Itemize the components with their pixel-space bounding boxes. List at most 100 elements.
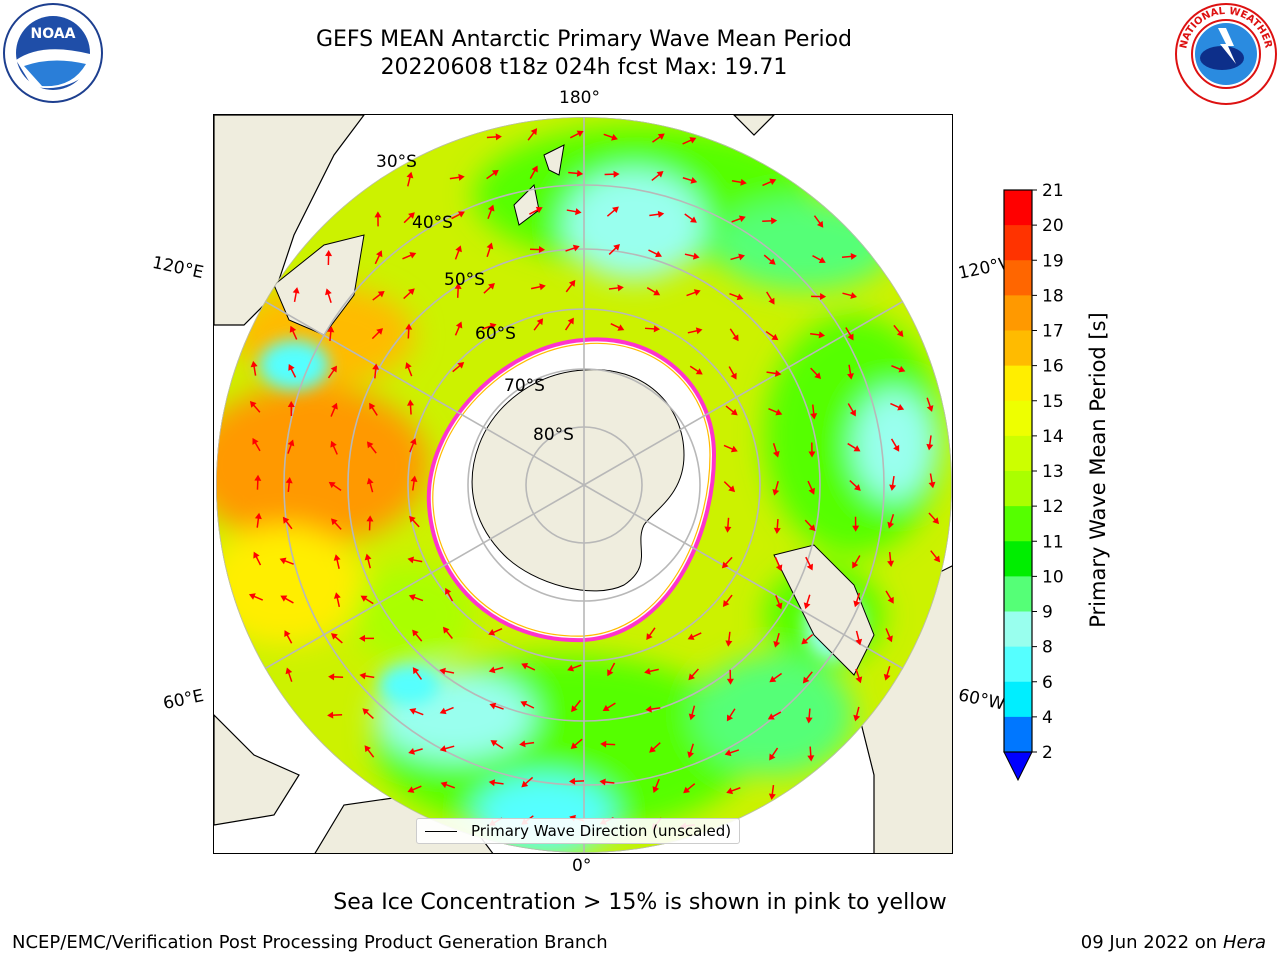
wave-arrow bbox=[439, 745, 455, 752]
wave-arrow bbox=[359, 634, 375, 642]
colorbar-tick-label: 8 bbox=[1042, 638, 1053, 658]
wave-arrow bbox=[327, 365, 338, 379]
wave-arrow bbox=[439, 667, 455, 675]
wave-arrow bbox=[330, 402, 338, 417]
wave-arrow bbox=[646, 627, 656, 641]
wave-arrow bbox=[402, 252, 417, 260]
wave-arrow bbox=[445, 587, 454, 602]
wave-arrow bbox=[250, 360, 258, 376]
colorbar-tick-label: 13 bbox=[1042, 462, 1064, 482]
sea-ice-note: Sea Ice Concentration > 15% is shown in … bbox=[333, 890, 947, 915]
wave-arrow bbox=[519, 740, 535, 748]
wave-arrow bbox=[366, 477, 374, 493]
wave-arrow bbox=[374, 211, 382, 227]
wave-arrow bbox=[883, 666, 891, 681]
wave-arrow bbox=[684, 213, 697, 223]
wave-arrow bbox=[330, 440, 338, 455]
wave-arrow bbox=[724, 749, 740, 757]
wave-arrow bbox=[688, 668, 699, 681]
wave-arrow bbox=[248, 593, 264, 601]
wave-arrow bbox=[768, 407, 783, 416]
wave-arrow bbox=[686, 289, 701, 297]
wave-arrow bbox=[652, 133, 665, 143]
wave-arrow bbox=[687, 632, 702, 640]
wave-arrow bbox=[280, 595, 294, 604]
wave-arrow bbox=[569, 777, 585, 785]
legend-line-swatch bbox=[425, 830, 457, 832]
wave-arrow bbox=[407, 785, 422, 793]
lat-label-80s: 80°S bbox=[533, 425, 574, 445]
colorbar-segment bbox=[1004, 365, 1032, 402]
wave-arrow bbox=[409, 515, 420, 528]
colorbar-segment bbox=[1004, 400, 1032, 437]
wave-arrow bbox=[252, 437, 261, 452]
meridian-label-60e: 60°E bbox=[161, 685, 206, 715]
colorbar-tick-label: 2 bbox=[1042, 743, 1053, 763]
wave-arrow bbox=[489, 702, 504, 710]
wave-arrow bbox=[454, 245, 462, 260]
wave-arrow bbox=[442, 626, 453, 639]
wave-arrow bbox=[328, 673, 344, 681]
wave-arrow bbox=[289, 325, 298, 340]
wave-arrow bbox=[687, 743, 694, 759]
colorbar-under-triangle bbox=[1003, 751, 1033, 782]
nws-logo: NATIONAL WEATHER SERVICE bbox=[1170, 0, 1278, 106]
wave-arrow bbox=[527, 128, 538, 141]
wave-arrow bbox=[887, 514, 895, 529]
wave-arrow bbox=[564, 317, 574, 331]
antarctica-land bbox=[471, 369, 685, 592]
wave-arrow bbox=[774, 557, 783, 572]
wave-arrow bbox=[728, 366, 737, 380]
wave-arrow bbox=[682, 177, 698, 184]
wave-arrow bbox=[808, 442, 816, 458]
wave-arrow bbox=[249, 400, 261, 413]
colorbar-segment bbox=[1004, 330, 1032, 367]
wave-arrow bbox=[649, 742, 661, 753]
wave-arrow bbox=[845, 327, 854, 341]
wave-arrow bbox=[529, 206, 543, 215]
footer-host: Hera bbox=[1222, 932, 1266, 953]
wave-arrow bbox=[366, 515, 374, 531]
wave-arrow bbox=[852, 516, 860, 532]
wave-arrow bbox=[372, 363, 380, 379]
wave-arrow bbox=[926, 397, 934, 412]
wave-arrow bbox=[889, 475, 897, 491]
wave-arrow bbox=[893, 324, 904, 337]
wave-arrow bbox=[885, 590, 894, 604]
wave-arrow bbox=[723, 481, 736, 493]
legend-label: Primary Wave Direction (unscaled) bbox=[471, 822, 732, 840]
wave-arrow bbox=[645, 705, 661, 713]
wave-arrow bbox=[646, 287, 661, 296]
wave-arrow bbox=[763, 254, 776, 265]
wave-arrow bbox=[451, 211, 465, 220]
meridian-label-120e: 120°E bbox=[150, 252, 206, 284]
wave-arrow bbox=[726, 669, 734, 685]
wave-arrow bbox=[610, 323, 625, 331]
wave-arrow bbox=[487, 204, 495, 219]
wave-arrow bbox=[285, 477, 293, 493]
wave-arrow bbox=[371, 328, 383, 340]
wave-arrow bbox=[364, 745, 375, 758]
wave-arrow bbox=[570, 738, 583, 749]
wave-arrow bbox=[812, 255, 826, 264]
wave-arrow bbox=[529, 246, 545, 254]
wave-arrow bbox=[407, 399, 415, 415]
wave-arrow bbox=[811, 293, 827, 301]
wave-arrow bbox=[488, 628, 503, 636]
wave-arrow bbox=[364, 553, 372, 569]
colorbar-segment bbox=[1004, 190, 1032, 226]
wave-arrow bbox=[412, 629, 423, 642]
wave-arrow bbox=[409, 438, 417, 453]
colorbar-tick-label: 21 bbox=[1042, 182, 1064, 201]
wave-arrow bbox=[327, 711, 343, 719]
wave-arrow bbox=[568, 169, 584, 177]
colorbar-tick-label: 19 bbox=[1042, 251, 1064, 271]
wave-arrow bbox=[847, 364, 854, 380]
wave-arrow bbox=[810, 331, 826, 339]
wave-arrow bbox=[855, 630, 863, 646]
colorbar-segment bbox=[1004, 506, 1032, 542]
wave-arrow bbox=[802, 671, 813, 684]
wave-arrow bbox=[683, 783, 696, 794]
wave-arrow bbox=[608, 284, 624, 292]
wave-arrow bbox=[810, 367, 822, 380]
